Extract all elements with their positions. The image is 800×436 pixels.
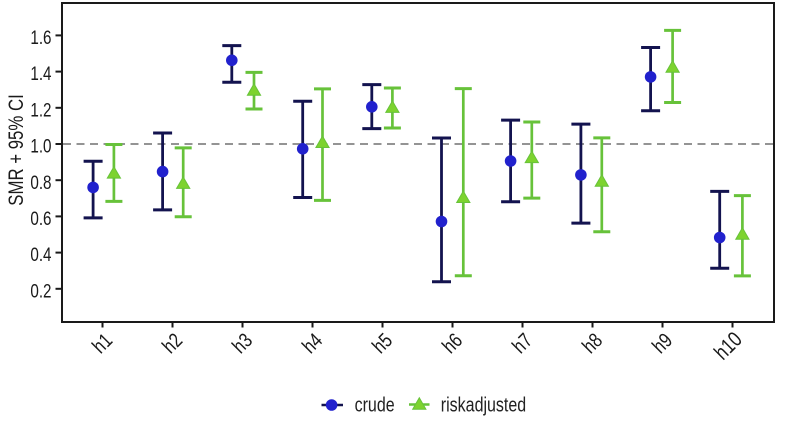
svg-text:0.8: 0.8: [30, 171, 51, 193]
svg-text:riskadjusted: riskadjusted: [441, 394, 526, 416]
svg-text:1.0: 1.0: [30, 135, 51, 157]
svg-text:SMR + 95% CI: SMR + 95% CI: [5, 94, 28, 205]
svg-text:0.4: 0.4: [30, 243, 51, 265]
svg-text:1.6: 1.6: [30, 26, 51, 48]
svg-text:0.6: 0.6: [30, 207, 51, 229]
svg-text:1.2: 1.2: [30, 99, 51, 121]
svg-text:1.4: 1.4: [30, 62, 51, 84]
svg-text:0.2: 0.2: [30, 280, 51, 302]
svg-text:crude: crude: [355, 394, 395, 416]
